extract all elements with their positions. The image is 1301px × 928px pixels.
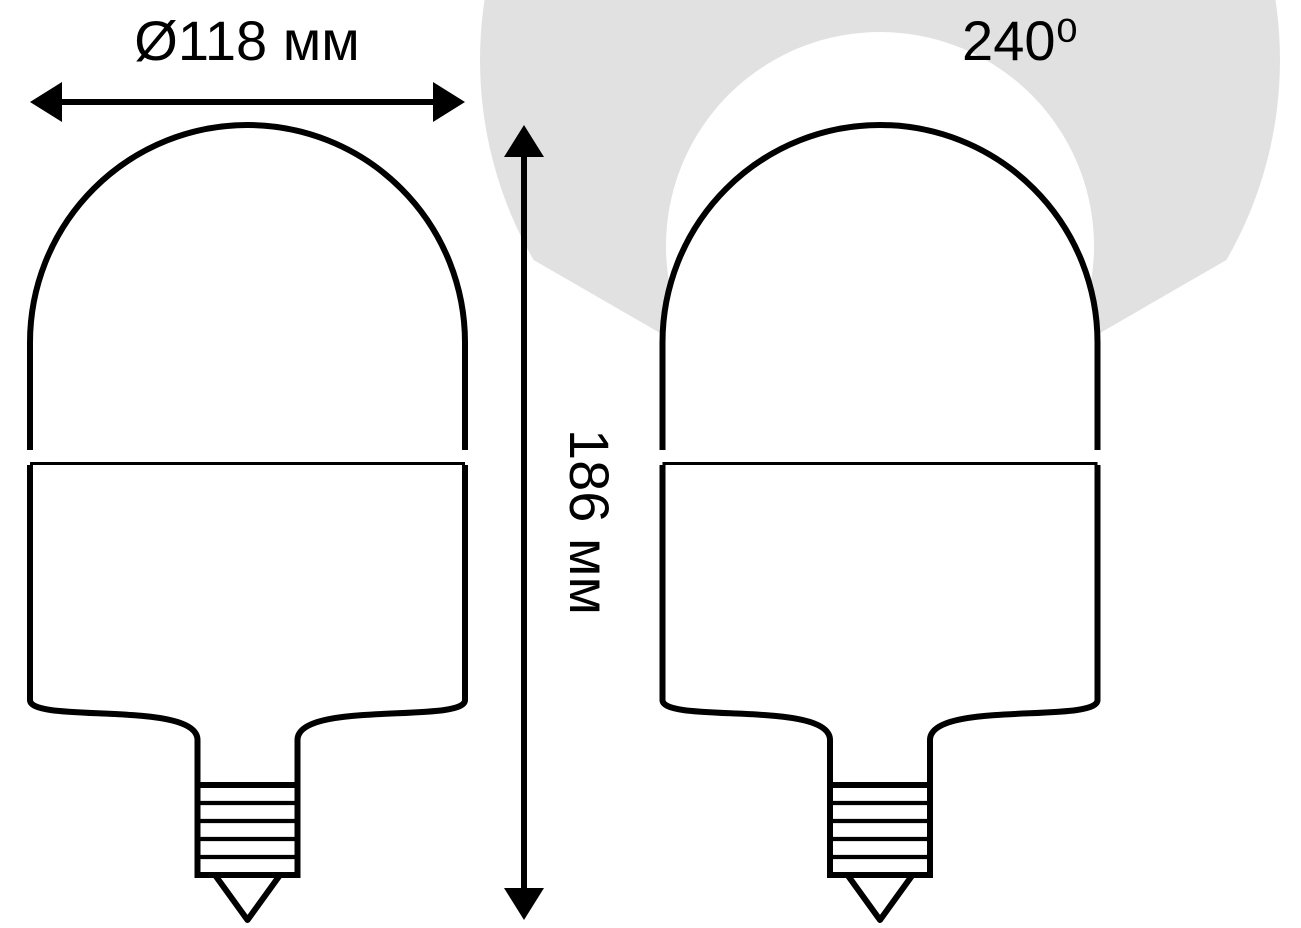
- dim-width-arrow-right: [433, 82, 465, 122]
- angle-label: 240⁰: [962, 9, 1078, 72]
- dim-width-arrow-left: [30, 82, 62, 122]
- dim-width-label: Ø118 мм: [134, 9, 359, 72]
- right-bulb-thread: [830, 785, 930, 875]
- right-bulb-upper: [663, 125, 1098, 450]
- left-bulb-thread: [198, 785, 298, 875]
- dim-height-arrow-bot: [504, 888, 544, 920]
- left-bulb-tip: [215, 875, 280, 920]
- left-bulb-lower: [30, 465, 465, 785]
- dim-height-label: 186 мм: [558, 429, 621, 615]
- right-bulb-lower: [663, 465, 1098, 785]
- right-bulb-tip: [848, 875, 913, 920]
- left-bulb-upper: [30, 125, 465, 450]
